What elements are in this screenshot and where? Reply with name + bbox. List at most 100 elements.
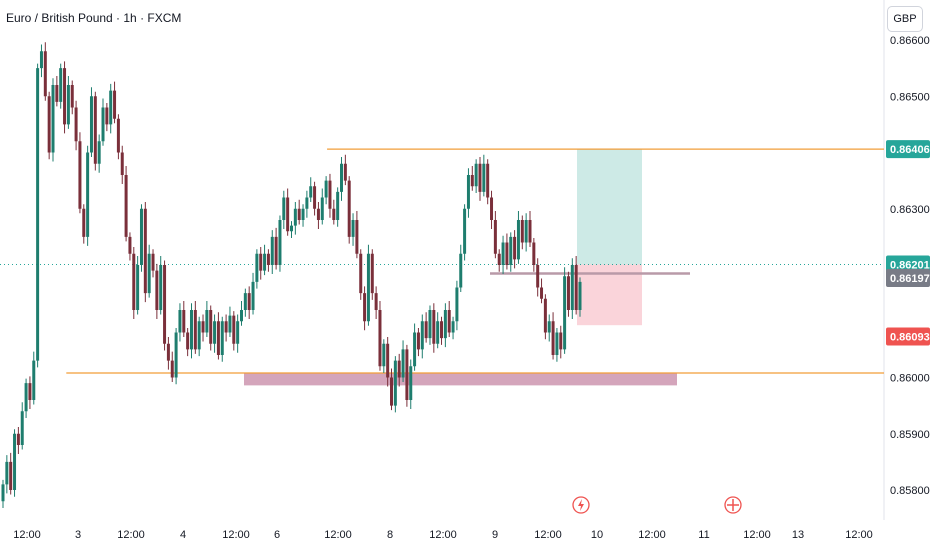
candle-body	[490, 197, 494, 220]
candle-body	[43, 51, 47, 97]
candle-body	[243, 293, 247, 310]
price-tick: 0.85800	[890, 485, 930, 497]
candle-body	[36, 68, 40, 361]
time-tick: 12:00	[13, 529, 41, 541]
last-price-badge: 0.86201	[890, 259, 930, 271]
candle-body	[5, 461, 9, 485]
candle-body	[324, 180, 328, 198]
candle-body	[536, 265, 540, 288]
candle-body	[1, 484, 5, 502]
price-tick: 0.86600	[890, 35, 930, 47]
candle-body	[120, 152, 124, 175]
candle-body	[236, 321, 240, 344]
candle-body	[224, 321, 228, 333]
candle-body	[109, 90, 113, 125]
candle-body	[363, 293, 367, 322]
time-tick: 10	[591, 529, 603, 541]
candle-body	[574, 265, 578, 310]
time-tick: 11	[698, 529, 709, 541]
candle-body	[155, 270, 159, 310]
candle-body	[466, 175, 470, 209]
candle-body	[9, 461, 13, 490]
candle-body	[232, 315, 236, 344]
candle-body	[386, 343, 390, 378]
candle-body	[393, 360, 397, 406]
candle-body	[382, 343, 386, 367]
candle-body	[405, 349, 409, 400]
candle-body	[13, 433, 17, 490]
candle-body	[132, 253, 136, 310]
candle-body	[370, 253, 374, 294]
candle-body	[182, 310, 186, 333]
candle-body	[47, 96, 51, 153]
candle-body	[255, 253, 259, 282]
candle-body	[486, 163, 490, 198]
candle-body	[286, 197, 290, 232]
candle-body	[186, 332, 190, 350]
candle-body	[543, 298, 547, 333]
candle-body	[428, 310, 432, 339]
candle-body	[197, 321, 201, 350]
stop-price-badge: 0.86093	[890, 331, 930, 343]
candle-body	[455, 287, 459, 322]
candle-body	[32, 360, 36, 400]
currency-selector[interactable]: GBP	[887, 6, 923, 32]
candle-body	[28, 383, 32, 400]
symbol-title: Euro / British Pound · 1h · FXCM	[6, 11, 182, 25]
candle-body	[163, 265, 167, 344]
candle-body	[116, 118, 120, 153]
target-price-badge: 0.86406	[890, 144, 930, 156]
candle-body	[305, 197, 309, 209]
time-tick: 12:00	[324, 529, 352, 541]
candle-body	[532, 242, 536, 265]
candle-body	[313, 186, 317, 209]
candle-body	[374, 293, 378, 310]
candle-body	[390, 377, 394, 406]
candle-body	[309, 186, 313, 198]
support-zone	[244, 373, 677, 386]
candle-body	[493, 220, 497, 254]
candle-body	[78, 141, 82, 209]
candle-body	[547, 321, 551, 333]
candle-body	[59, 68, 63, 102]
candle-body	[216, 321, 220, 355]
candle-body	[74, 107, 78, 142]
candle-body	[274, 236, 278, 265]
candle-body	[332, 208, 336, 220]
candle-body	[266, 253, 270, 265]
candle-body	[89, 96, 93, 153]
candle-body	[351, 220, 355, 237]
candle-body	[228, 315, 232, 333]
candle-body	[278, 220, 282, 265]
candle-body	[501, 242, 505, 265]
candle-body	[497, 253, 501, 265]
candle-body	[316, 208, 320, 220]
time-tick: 12:00	[534, 529, 562, 541]
candle-body	[97, 141, 101, 164]
candle-body	[205, 310, 209, 333]
candle-body	[482, 163, 486, 192]
time-tick: 12:00	[845, 529, 873, 541]
time-tick: 3	[75, 529, 81, 541]
bid-price-badge: 0.86197	[890, 273, 930, 285]
candle-body	[443, 310, 447, 339]
candle-body	[366, 253, 370, 322]
lightning-icon-glyph	[578, 499, 584, 511]
time-tick: 12:00	[743, 529, 771, 541]
candle-body	[447, 310, 451, 333]
candle-body	[270, 236, 274, 265]
candle-body	[378, 310, 382, 367]
price-tick: 0.86500	[890, 91, 930, 103]
candle-body	[524, 220, 528, 243]
time-tick: 8	[387, 529, 393, 541]
candle-body	[16, 433, 20, 445]
candle-body	[128, 236, 132, 254]
candle-body	[124, 175, 128, 237]
candle-body	[397, 360, 401, 378]
candle-body	[359, 253, 363, 294]
candle-body	[174, 332, 178, 378]
candle-body	[424, 321, 428, 339]
candle-body	[251, 281, 255, 310]
price-tick: 0.85900	[890, 429, 930, 441]
